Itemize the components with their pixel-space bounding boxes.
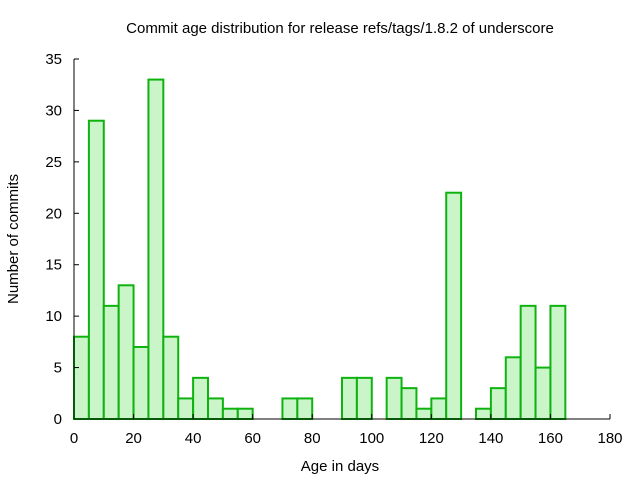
x-tick-label: 20 [125, 430, 142, 447]
x-tick-label: 80 [304, 430, 321, 447]
ticks-group: 0 20 40 60 80 100 120 140 160 180 0 5 10 15 20 25 30 35 [45, 51, 622, 447]
y-axis-label: Number of commits [5, 174, 22, 304]
y-tick-label: 20 [45, 205, 62, 222]
chart-title: Commit age distribution for release refs… [126, 20, 554, 37]
histogram-bar [489, 387, 507, 420]
histogram-bar [132, 346, 150, 420]
x-tick-label: 40 [185, 430, 202, 447]
y-tick-label: 5 [54, 360, 62, 377]
x-tick-label: 140 [478, 430, 503, 447]
histogram-bar [207, 397, 224, 420]
y-tick-label: 0 [54, 411, 62, 428]
histogram-bar [475, 407, 492, 421]
histogram-bar [73, 335, 90, 421]
x-tick-label: 0 [70, 430, 78, 447]
histogram-bar [192, 376, 210, 421]
histogram-bar [415, 407, 433, 421]
x-tick-label: 60 [244, 430, 261, 447]
histogram-bar [162, 335, 180, 421]
x-tick-label: 100 [359, 430, 384, 447]
x-tick-label: 160 [538, 430, 563, 447]
histogram-bar [147, 78, 165, 420]
histogram-bar [236, 407, 254, 421]
histogram-bar [534, 366, 552, 421]
histogram-bar [549, 304, 567, 421]
histogram-bar [87, 119, 105, 420]
y-tick-label: 35 [45, 51, 62, 68]
y-tick-label: 10 [45, 308, 62, 325]
histogram-bar [445, 191, 463, 420]
histogram-bar [400, 387, 418, 420]
x-tick-label: 180 [597, 430, 622, 447]
y-tick-label: 25 [45, 154, 62, 171]
bars-group [73, 78, 567, 421]
histogram-bar [102, 304, 120, 421]
x-tick-label: 120 [419, 430, 444, 447]
histogram-bar [296, 397, 314, 420]
histogram-bar [341, 376, 358, 421]
y-tick-label: 30 [45, 102, 62, 119]
histogram-bar [504, 356, 522, 420]
histogram-bar [519, 304, 537, 421]
histogram-bar [385, 376, 403, 421]
histogram-bar [177, 397, 195, 420]
x-axis-label: Age in days [301, 458, 379, 475]
histogram-bar [430, 397, 448, 420]
y-tick-label: 15 [45, 257, 62, 274]
histogram-bar [355, 376, 373, 421]
histogram-bar [221, 407, 239, 421]
histogram-bar [117, 284, 135, 420]
histogram-bar [281, 397, 299, 420]
